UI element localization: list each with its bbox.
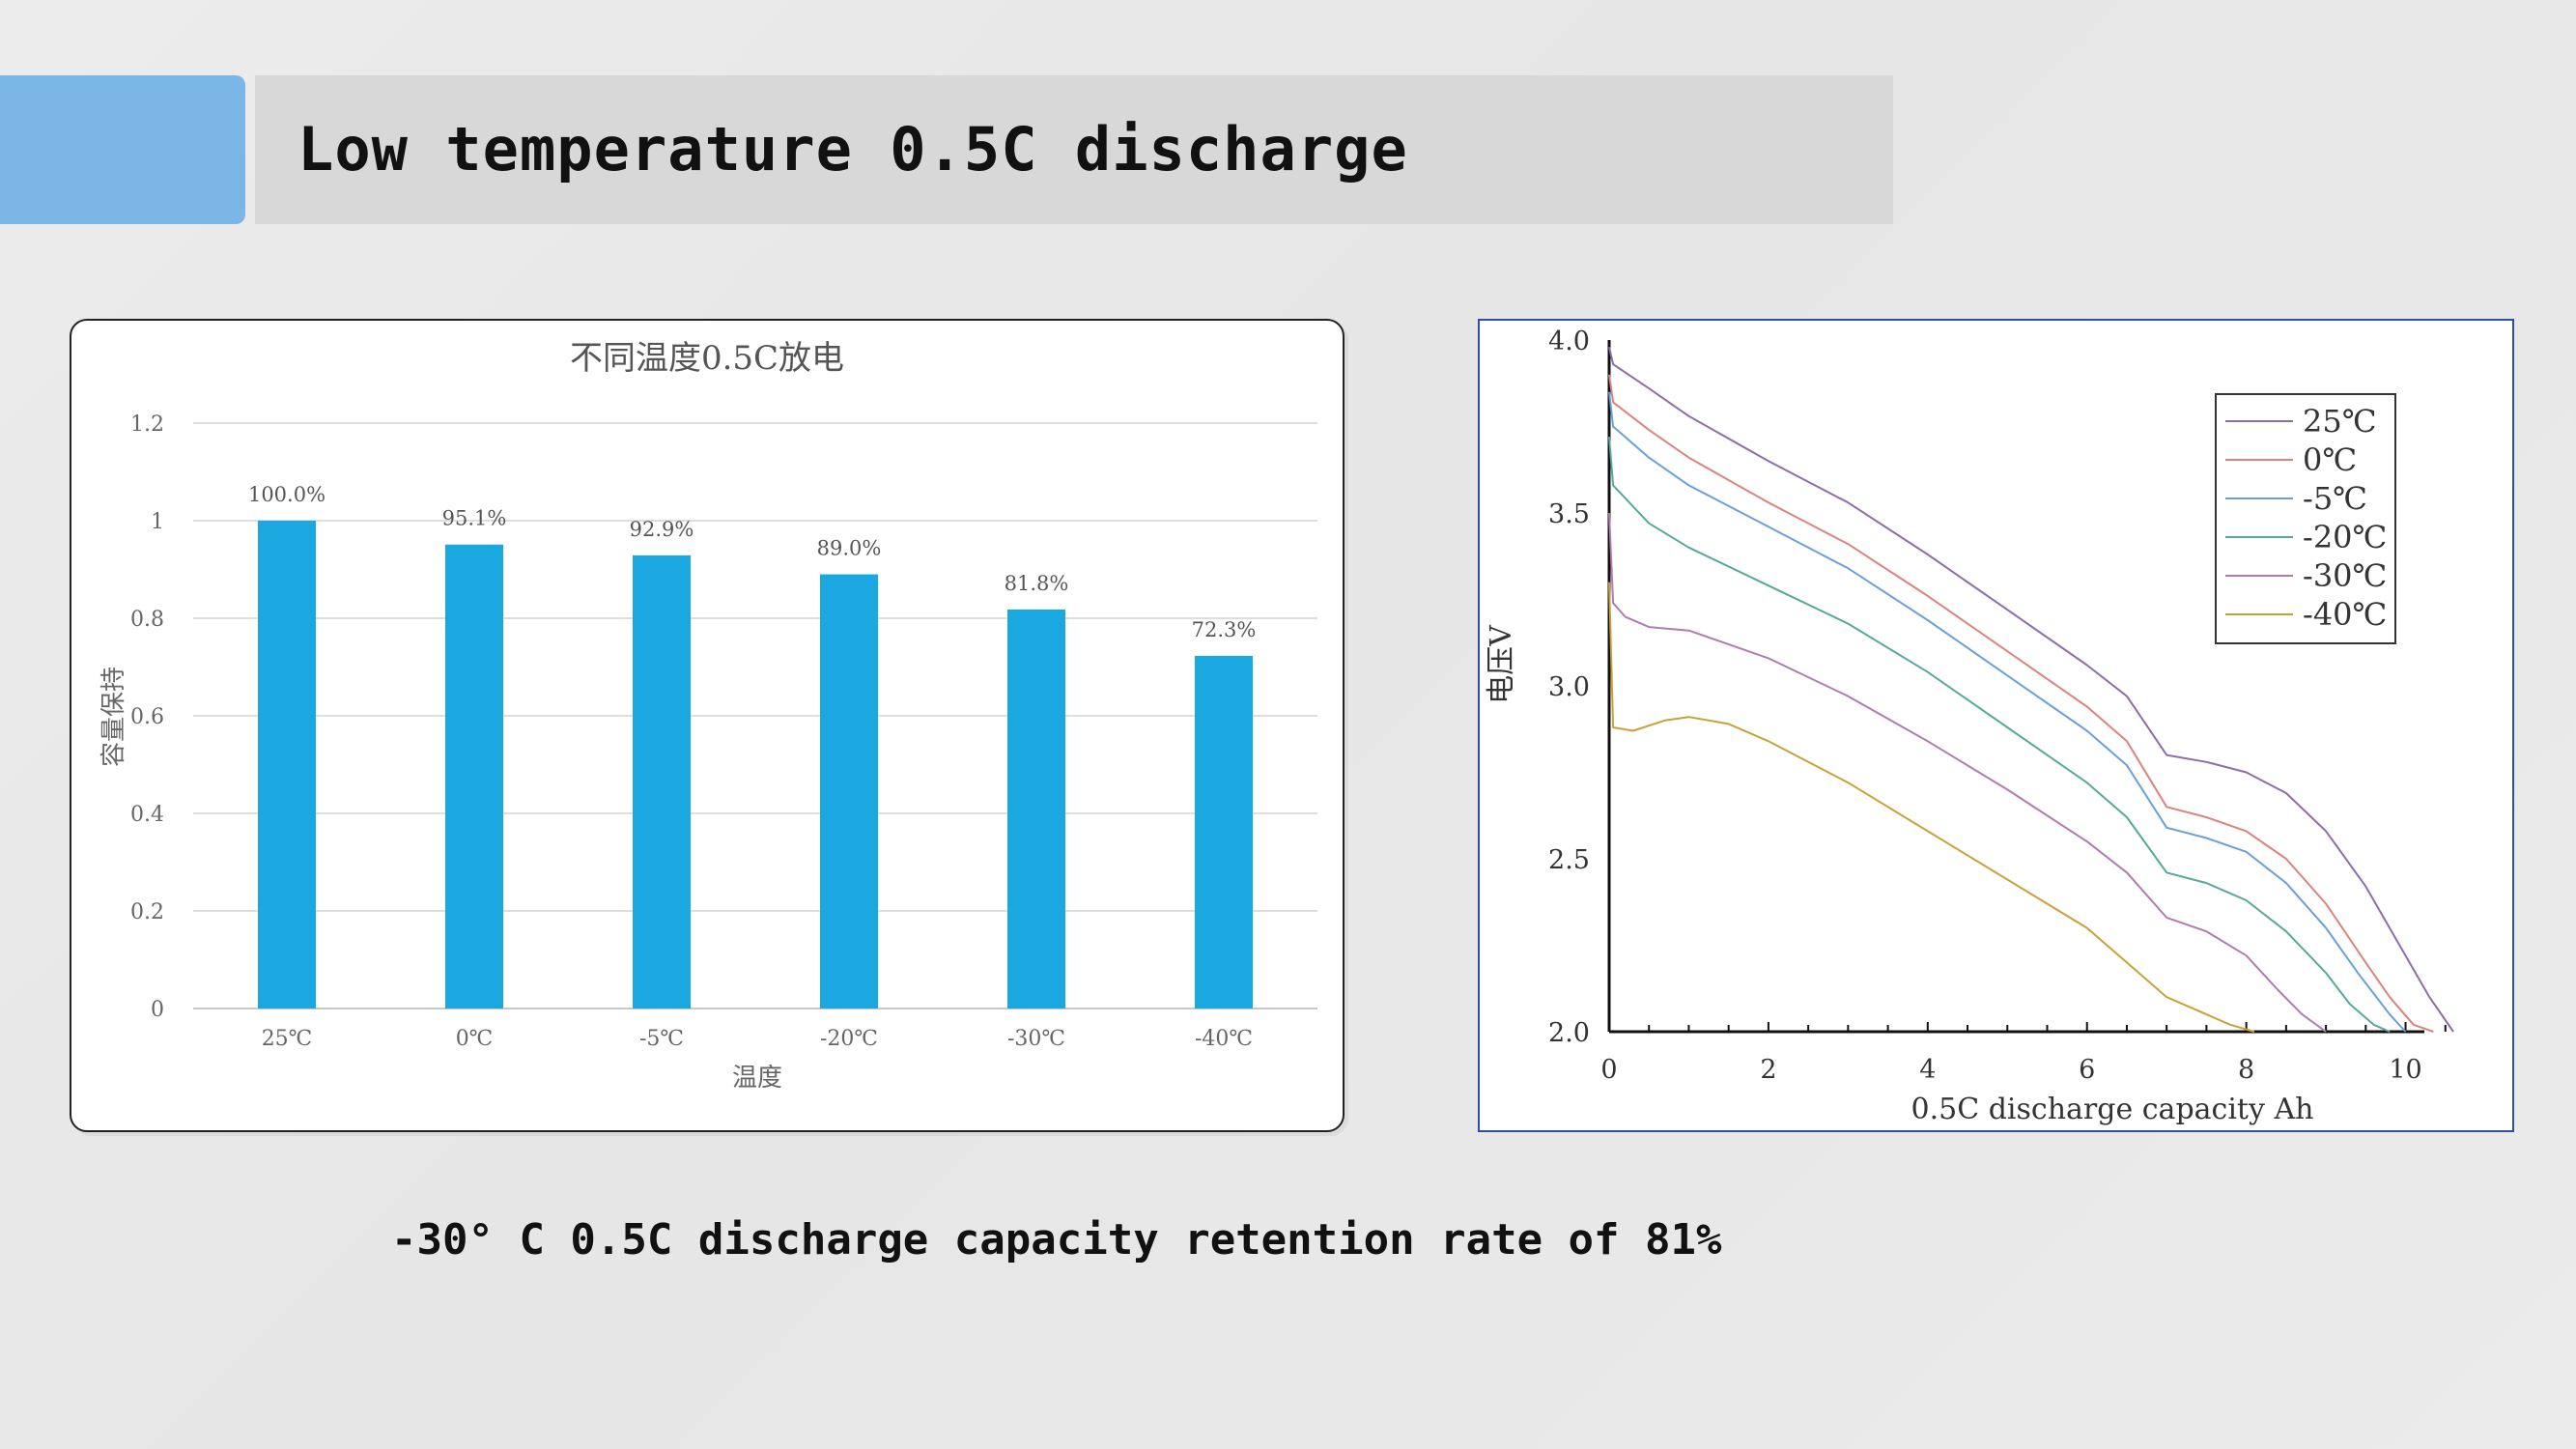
line-x-axis-label: 0.5C discharge capacity Ah [1911, 1093, 2314, 1126]
line-x-tick-label: 4 [1919, 1055, 1936, 1085]
bar [1007, 609, 1065, 1009]
bar-y-tick-label: 0.8 [130, 608, 164, 632]
bar-x-tick-label: -40℃ [1195, 1027, 1253, 1051]
bar-data-label: 100.0% [248, 483, 326, 506]
line-series [1608, 391, 2407, 1033]
bar-x-tick-label: 0℃ [456, 1027, 494, 1051]
line-series [1608, 374, 2434, 1033]
bar-data-label: 89.0% [817, 537, 882, 560]
line-x-tick-label: 10 [2389, 1055, 2421, 1085]
bar [1195, 655, 1253, 1009]
bar-chart-title: 不同温度0.5C放电 [570, 339, 844, 378]
slide-title: Low temperature 0.5C discharge [297, 114, 1408, 185]
title-bar: Low temperature 0.5C discharge [255, 75, 1893, 224]
bar-x-tick-label: -20℃ [820, 1027, 878, 1051]
line-x-tick-label: 0 [1600, 1055, 1617, 1085]
line-x-tick-label: 8 [2238, 1055, 2254, 1085]
bar-y-tick-label: 0.2 [130, 900, 164, 924]
line-legend-label: 0℃ [2303, 441, 2357, 478]
slide-caption: -30° C 0.5C discharge capacity retention… [391, 1215, 1722, 1264]
bar [820, 574, 878, 1009]
line-legend-box [2215, 393, 2396, 644]
bar-y-tick-label: 1 [151, 510, 164, 534]
line-series [1608, 582, 2255, 1033]
bar [633, 554, 691, 1009]
title-accent-tab [0, 75, 245, 224]
line-y-tick-label: 2.5 [1548, 845, 1590, 875]
line-x-tick-label: 6 [2079, 1055, 2095, 1085]
line-legend-label: 25℃ [2303, 403, 2377, 440]
bar-y-tick-label: 0.4 [130, 803, 164, 827]
line-series [1608, 346, 2454, 1033]
bar [445, 544, 503, 1009]
line-y-tick-label: 2.0 [1548, 1018, 1590, 1048]
line-chart-panel: 2.0 2.5 3.0 3.5 4.0 0 2 4 6 8 10 电压V 0.5C discharge … [1478, 319, 2514, 1132]
line-legend-label: -20℃ [2303, 519, 2387, 555]
line-legend-label: -30℃ [2303, 557, 2387, 594]
bar-chart: 不同温度0.5C放电 0 0.2 0.4 0.6 0.8 1 1.2 100.0% 25℃ 95.1… [99, 339, 1317, 1093]
bar-y-axis-label: 容量保持 [99, 667, 128, 767]
bar-data-label: 92.9% [630, 518, 694, 541]
bar-chart-panel: 不同温度0.5C放电 0 0.2 0.4 0.6 0.8 1 1.2 100.0% 25℃ 95.1… [70, 319, 1345, 1132]
bar-y-tick-label: 1.2 [130, 412, 164, 437]
line-legend-label: -40℃ [2303, 596, 2387, 633]
line-series [1608, 512, 2327, 1033]
bar-x-tick-label: -30℃ [1007, 1027, 1065, 1051]
bar-data-label: 95.1% [442, 507, 507, 530]
bar-x-tick-label: -5℃ [639, 1027, 684, 1051]
bar [258, 521, 316, 1009]
bar-x-tick-label: 25℃ [262, 1027, 313, 1051]
line-y-axis-label: 电压V [1485, 624, 1518, 704]
bar-y-tick-label: 0.6 [130, 705, 164, 729]
line-y-tick-label: 3.5 [1548, 499, 1590, 529]
line-series [1608, 437, 2391, 1033]
bar-y-tick-label: 0 [151, 998, 164, 1022]
bar-x-axis-label: 温度 [732, 1064, 782, 1093]
bar-data-label: 81.8% [1005, 572, 1069, 595]
line-legend-label: -5℃ [2303, 480, 2367, 517]
line-y-tick-label: 3.0 [1548, 672, 1590, 702]
line-y-tick-label: 4.0 [1548, 327, 1590, 356]
bar-data-label: 72.3% [1192, 618, 1257, 641]
line-x-tick-label: 2 [1760, 1055, 1776, 1085]
line-chart: 2.0 2.5 3.0 3.5 4.0 0 2 4 6 8 10 电压V 0.5C discharge … [1485, 327, 2454, 1126]
